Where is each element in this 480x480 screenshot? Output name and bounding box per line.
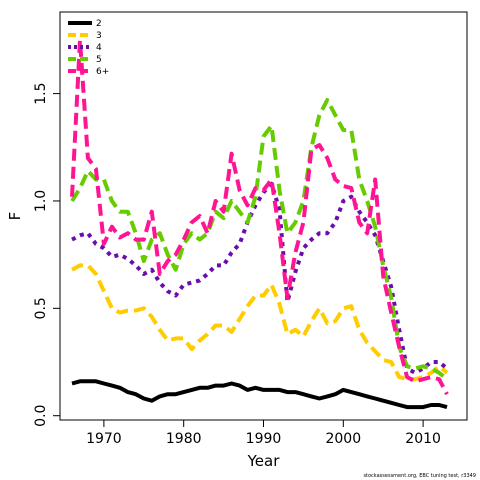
legend: 2 3 4 5 6+ [68, 19, 109, 77]
x-axis-label: Year [247, 452, 281, 470]
x-axis: 1970 1980 1990 2000 2010 [86, 419, 441, 447]
series-line-3 [71, 181, 449, 375]
x-tick-label: 2010 [405, 431, 441, 447]
series-line-1 [71, 379, 448, 410]
y-axis-label: F [6, 212, 24, 221]
series-layer [70, 37, 449, 410]
x-tick-label: 2000 [325, 431, 361, 447]
x-tick-label: 1970 [86, 431, 122, 447]
footnote: stockassessment.org, EBC tuning test, r3… [363, 473, 476, 479]
series-line-2 [71, 263, 449, 382]
legend-label: 3 [96, 31, 102, 41]
x-tick-label: 1980 [166, 431, 202, 447]
legend-label: 2 [96, 19, 102, 29]
series-line-5 [70, 37, 449, 396]
y-tick-label: 1.5 [33, 82, 49, 104]
y-tick-label: 0.5 [33, 297, 49, 319]
y-axis: 0.0 0.5 1.0 1.5 [33, 82, 61, 427]
y-tick-label: 1.0 [33, 190, 49, 212]
legend-label: 4 [96, 43, 102, 53]
y-tick-label: 0.0 [33, 405, 49, 427]
legend-label: 5 [96, 55, 102, 65]
x-tick-label: 1990 [246, 431, 282, 447]
legend-label: 6+ [96, 67, 109, 77]
series-line-4 [70, 98, 449, 381]
